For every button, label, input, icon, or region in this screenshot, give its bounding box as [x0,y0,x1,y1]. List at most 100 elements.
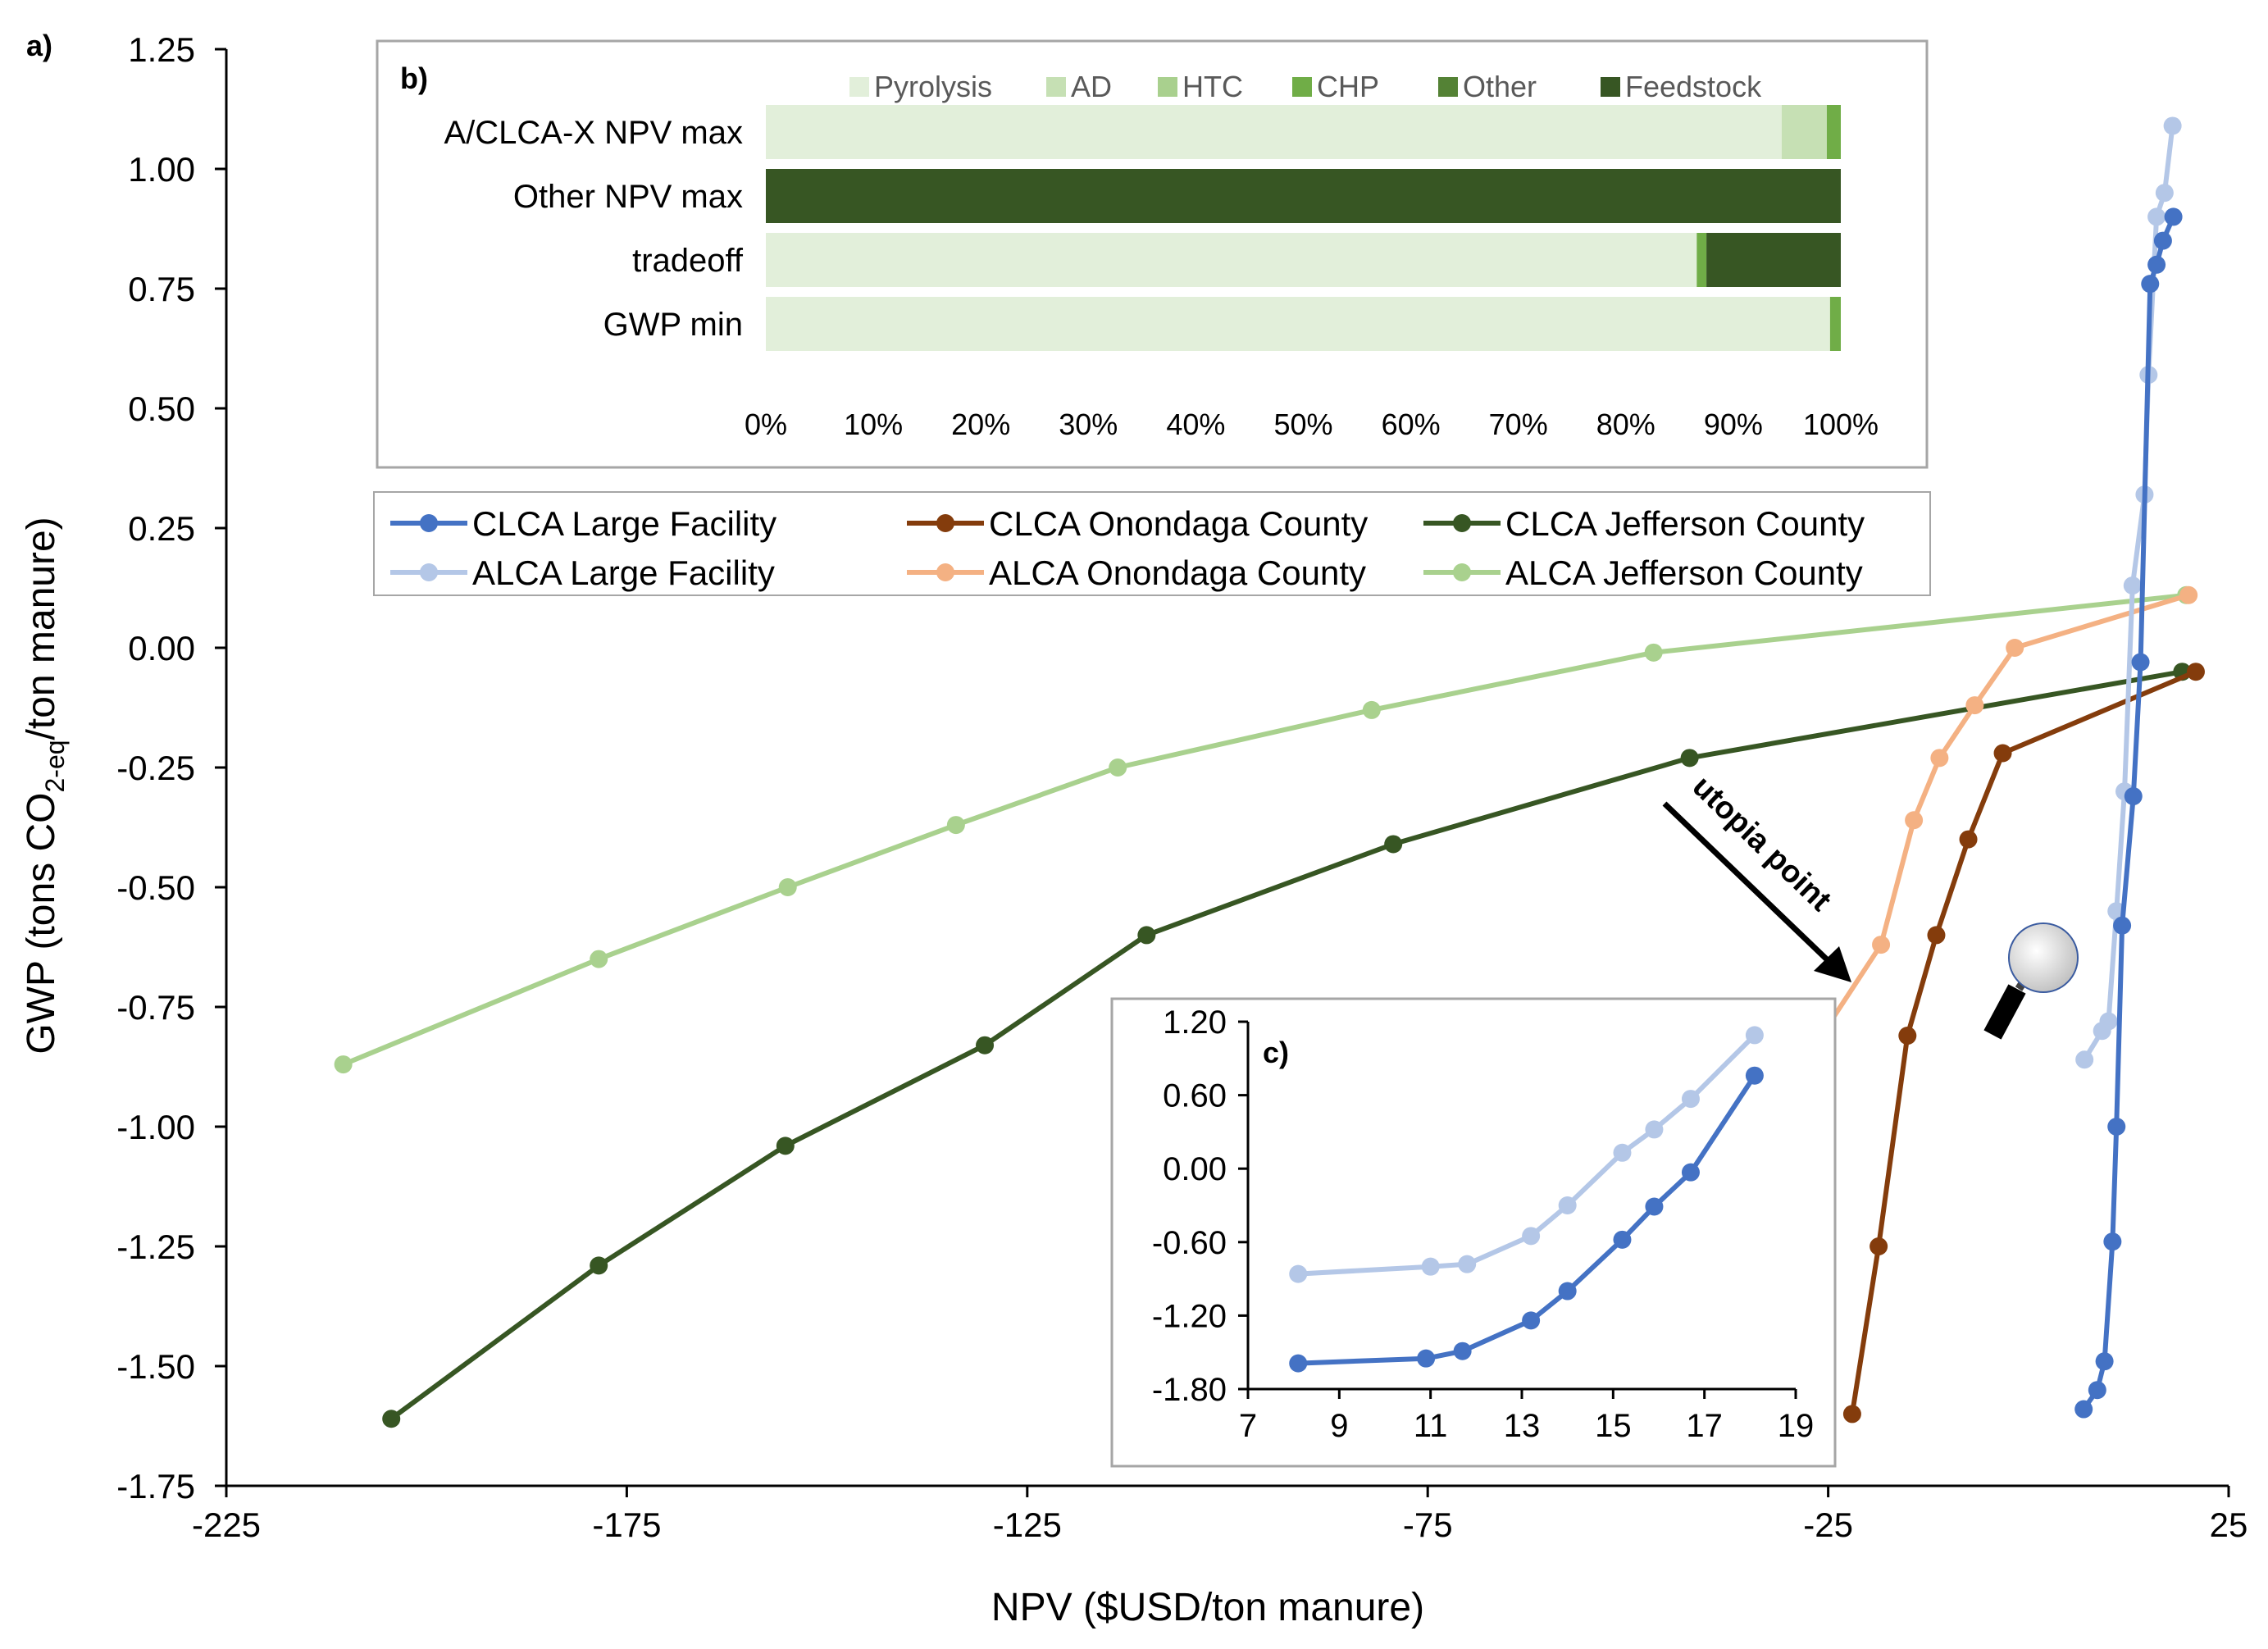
y-label-subscript: 2-eq [40,740,70,792]
main-legend-items: CLCA Large Facility CLCA Onondaga County C… [390,504,1865,592]
data-point [1930,749,1949,768]
inset-b-legend-swatch [849,77,869,97]
data-point [1680,749,1699,768]
inset-c-data-point [1745,1026,1764,1045]
magnifier-icon [1983,922,2079,1040]
main-x-tick-label: -225 [192,1506,261,1544]
main-y-tick-label: -1.50 [116,1347,195,1386]
data-point [1870,1237,1888,1255]
inset-c-data-point [1613,1143,1632,1162]
main-y-tick-label: 0.75 [128,270,195,308]
legend-marker [936,563,954,581]
main-y-axis-label: GWP (tons CO2-eq/ton manure) [20,517,70,1054]
inset-c-panel: c) 1.20 0.60 0.00 -0.60 -1.20 -1.80 7 9 11 13 15 17… [1110,997,1837,1468]
data-point [946,816,965,835]
inset-b-legend-label: AD [1071,70,1112,103]
data-point [2123,576,2142,595]
data-point [2155,184,2174,203]
main-y-tick-label: -1.25 [116,1228,195,1266]
main-y-tick-label: -1.00 [116,1108,195,1146]
data-point [2163,116,2182,135]
data-point [778,878,797,896]
inset-b-x-tick-label: 10% [844,408,903,441]
data-point [2006,639,2024,657]
main-x-tick-label: 25 [2210,1506,2248,1544]
data-point [2113,916,2132,935]
inset-b-legend-swatch [1046,77,1066,97]
legend-label: ALCA Large Facility [472,553,775,592]
main-y-tick-label: 1.25 [128,30,195,69]
panel-b-label: b) [400,61,428,95]
inset-b-x-tick-label: 100% [1803,408,1879,441]
data-point [2103,1232,2122,1251]
data-point [2107,1118,2126,1136]
data-point [776,1137,795,1155]
inset-b-legend-label: Other [1463,70,1537,103]
inset-b-legend-swatch [1292,77,1312,97]
main-y-tick-label: -0.25 [116,749,195,787]
inset-b-x-tick-label: 0% [745,408,787,441]
inset-c-x-tick-label: 17 [1686,1408,1723,1444]
data-point [2147,207,2166,226]
data-point [2088,1381,2106,1400]
bar-segment-pyrolysis [766,233,1697,287]
inset-c-data-point [1745,1066,1764,1085]
data-point [2141,275,2160,294]
data-point [2164,207,2183,226]
bar-category-label: Other NPV max [513,179,743,215]
inset-c-x-tick-label: 13 [1504,1408,1541,1444]
data-point [976,1036,995,1055]
main-x-tick-label: -25 [1803,1506,1853,1544]
inset-b-chart: A/CLCA-X NPV max Other NPV max tradeoff GWP… [444,105,1879,441]
y-label-part-2: /ton manure) [20,517,63,740]
inset-c-x-tick-label: 7 [1239,1408,1257,1444]
legend-label: CLCA Onondaga County [989,504,1368,543]
inset-c-x-tick-label: 9 [1330,1408,1348,1444]
main-series-group [334,116,2205,1428]
utopia-arrow-line [1662,801,1831,963]
main-y-tick-label: 0.00 [128,629,195,667]
inset-c-data-point [1613,1230,1632,1249]
inset-b-x-tick-label: 70% [1489,408,1548,441]
legend-label: ALCA Onondaga County [989,553,1366,592]
data-point [1137,926,1156,945]
data-point [1898,1027,1917,1045]
inset-b-legend-swatch [1601,77,1620,97]
inset-b-legend-swatch [1438,77,1458,97]
bar-segment-chp [1829,297,1841,351]
data-point [1842,1405,1861,1424]
main-legend: CLCA Large Facility CLCA Onondaga County C… [373,491,1931,596]
bar-segment-feedstock [1706,233,1841,287]
legend-marker [1453,514,1471,532]
bar-segment-feedstock [766,169,1841,223]
data-point [1872,936,1891,954]
y-label-part-1: GWP (tons CO [20,793,63,1055]
data-point [1927,926,1946,945]
inset-c-x-tick-label: 19 [1778,1408,1815,1444]
inset-c-data-point [1681,1090,1700,1109]
data-point [2074,1400,2093,1419]
data-point [2075,1050,2094,1069]
data-point [590,1256,608,1275]
inset-c-y-tick-label: 0.00 [1163,1151,1227,1187]
inset-c-data-point [1645,1197,1664,1216]
bar-segment-chp [1696,233,1707,287]
inset-b-legend-label: CHP [1317,70,1379,103]
inset-c-data-point [1289,1264,1308,1283]
bar-segment-chp [1826,105,1841,159]
main-axes: 1.25 1.00 0.75 0.50 0.25 0.00 -0.25 -0.50 -0.75 -… [116,30,2248,1544]
data-point [2095,1352,2114,1371]
inset-c-data-point [1421,1257,1440,1276]
inset-b-x-tick-label: 30% [1059,408,1118,441]
legend-label: CLCA Large Facility [472,504,776,543]
data-point [1959,830,1978,849]
inset-c-x-tick-label: 15 [1595,1408,1632,1444]
inset-b-legend-label: Pyrolysis [874,70,992,103]
utopia-arrow-head [1814,946,1851,982]
data-point [2124,787,2143,806]
data-point [1993,744,2012,763]
main-x-tick-label: -125 [993,1506,1062,1544]
data-point [1384,835,1403,854]
bar-segment-pyrolysis [766,105,1782,159]
